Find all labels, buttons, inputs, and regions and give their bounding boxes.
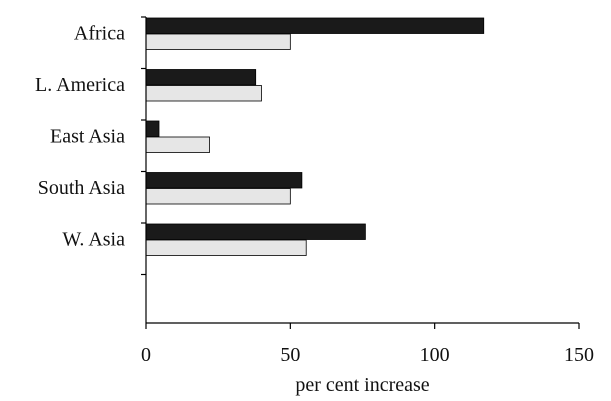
x-tick-label: 100 — [420, 344, 450, 366]
x-tick-label: 50 — [280, 344, 300, 366]
bar-east-asia-series-1 — [145, 120, 160, 137]
x-ticks-group: 0 50 100 150 — [141, 16, 594, 366]
bar-l-america-series-2 — [145, 85, 262, 102]
bar-africa-series-2 — [145, 33, 291, 50]
bar-l-america-series-1 — [145, 69, 257, 86]
bar-south-asia-series-2 — [145, 188, 291, 205]
x-tick-label: 0 — [141, 344, 151, 366]
bars-group — [145, 17, 485, 256]
category-label: W. Asia — [62, 229, 125, 251]
x-axis-title: per cent increase — [295, 374, 429, 396]
category-labels: Africa L. America East Asia South Asia W. As… — [35, 23, 125, 251]
bar-africa-series-1 — [145, 17, 485, 34]
bar-south-asia-series-1 — [145, 172, 303, 189]
category-label: L. America — [35, 74, 125, 96]
axes-group — [145, 17, 579, 324]
x-tick-label: 150 — [564, 344, 594, 366]
bar-w-asia-series-2 — [145, 239, 307, 256]
category-label: East Asia — [50, 126, 125, 148]
bar-w-asia-series-1 — [145, 223, 366, 240]
category-label: South Asia — [38, 177, 125, 199]
bar-east-asia-series-2 — [145, 136, 210, 153]
category-label: Africa — [74, 23, 125, 45]
